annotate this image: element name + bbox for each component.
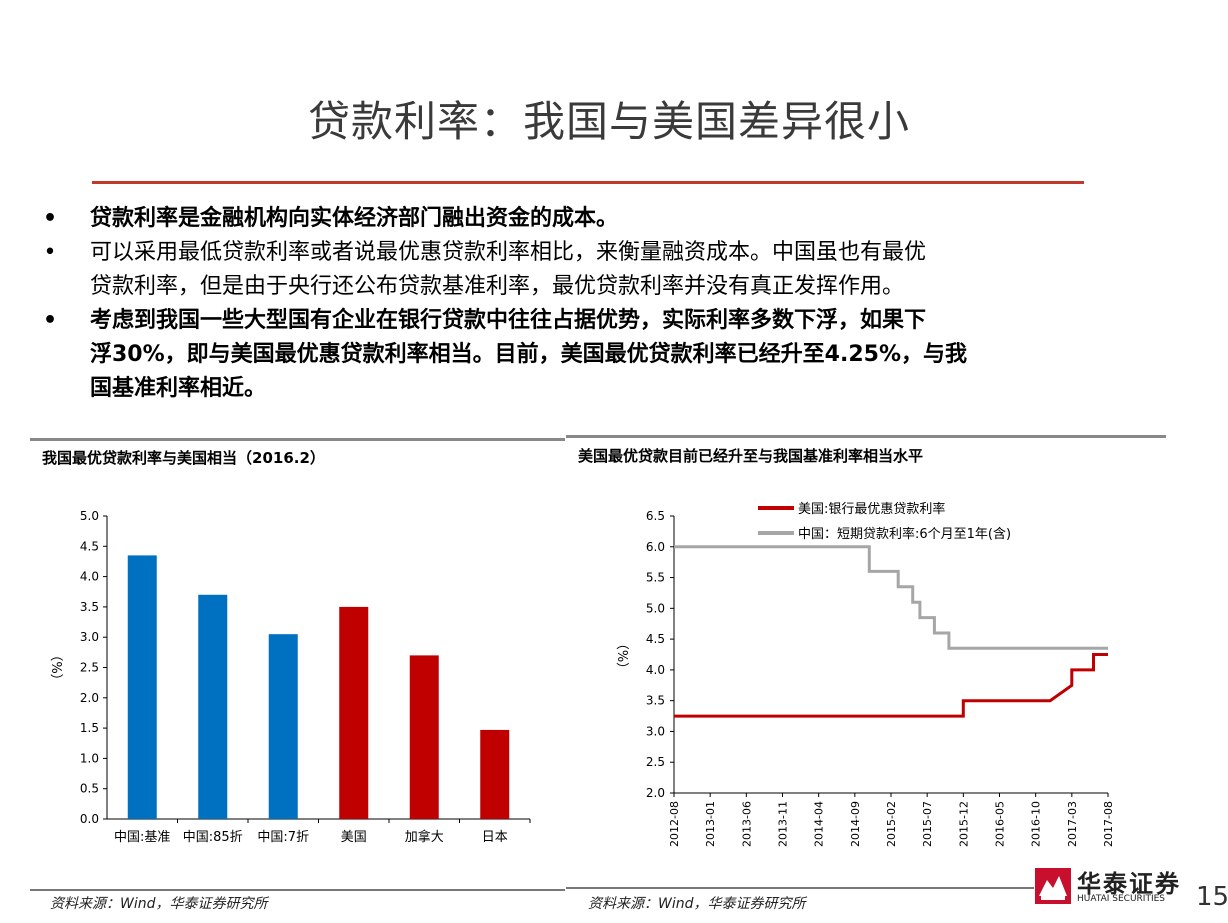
bar-chart: 5.0 4.5 4.0 3.5 3.0 2.5 2.0 1.5 1.0 0.5 0.0 （%） 中国:基… (48, 509, 531, 845)
series-line (674, 545, 1108, 650)
bar (409, 655, 439, 819)
x-tick-label: 2015-02 (885, 801, 898, 847)
y-tick-label: 4.0 (646, 663, 665, 677)
left-panel-title: 我国最优贷款利率与美国相当（2016.2） (42, 449, 325, 467)
x-tick-label: 加拿大 (405, 829, 444, 845)
legend-label: 美国:银行最优惠贷款利率 (798, 501, 945, 517)
x-tick-label: 中国:基准 (114, 830, 170, 845)
x-tick-label: 中国:7折 (257, 830, 309, 845)
bar (198, 594, 228, 819)
bullet-line: 浮30%，即与美国最优惠贷款利率相当。目前，美国最优贷款利率已经升至4.25%，… (90, 342, 967, 367)
x-tick-label: 2016-10 (1030, 801, 1043, 847)
y-tick-label: 6.5 (646, 509, 665, 523)
legend-label: 中国：短期贷款利率:6个月至1年(含) (798, 526, 1011, 542)
y-tick-label: 3.5 (646, 694, 665, 708)
bullet-dot: • (42, 308, 58, 333)
x-tick-label: 日本 (482, 830, 508, 845)
left-panel-source: 资料来源：Wind，华泰证券研究所 (50, 896, 268, 912)
y-tick-label: 1.0 (80, 751, 99, 765)
x-tick-label: 2015-07 (921, 801, 934, 847)
y-tick-label: 1.5 (80, 721, 99, 735)
bar (480, 729, 510, 819)
logo-subtitle: HUATAI SECURITIES (1077, 894, 1166, 904)
right-panel-top-rule (566, 435, 1166, 438)
x-tick-label: 美国 (341, 830, 367, 845)
bar (339, 606, 369, 819)
y-tick-label: 5.5 (646, 571, 665, 585)
logo-name: 华泰证券 (1077, 870, 1181, 898)
x-tick-label: 2013-06 (740, 801, 753, 847)
x-tick-label: 2015-12 (957, 801, 970, 847)
left-panel-top-rule (30, 438, 565, 441)
bullet-line: 贷款利率，但是由于央行还公布贷款基准利率，最优贷款利率并没有真正发挥作用。 (90, 274, 905, 299)
y-axis-label: （%） (48, 648, 63, 686)
y-tick-label: 4.5 (80, 539, 99, 553)
bullet-list: • 贷款利率是金融机构向实体经济部门融出资金的成本。 • 可以采用最低贷款利率或者说最… (40, 202, 1150, 406)
y-tick-label: 4.0 (80, 570, 99, 584)
x-tick-label: 2014-09 (849, 801, 862, 847)
x-tick-label: 中国:85折 (183, 830, 243, 845)
right-panel-title: 美国最优贷款目前已经升至与我国基准利率相当水平 (578, 447, 924, 465)
slide-title: 贷款利率：我国与美国差异很小 (307, 97, 910, 146)
y-tick-label: 2.5 (80, 661, 99, 675)
x-tick-label: 2012-08 (668, 801, 681, 847)
bullet-dot: • (42, 206, 58, 231)
bullet-item: • 可以采用最低贷款利率或者说最优惠贷款利率相比，来衡量融资成本。中国虽也有最优贷… (40, 236, 1150, 304)
line-chart: 6.5 6.0 5.5 5.0 4.5 4.0 3.5 3.0 2.5 2.0 （%） 2012-08… (614, 501, 1115, 847)
left-panel-bottom-rule (30, 889, 565, 891)
y-tick-label: 0.0 (80, 812, 99, 826)
bullet-item: • 贷款利率是金融机构向实体经济部门融出资金的成本。 (40, 202, 1150, 236)
x-tick-label: 2013-01 (704, 801, 717, 847)
x-tick-label: 2013-11 (777, 801, 790, 847)
x-tick-label: 2017-03 (1066, 801, 1079, 847)
x-tick-label: 2014-04 (813, 801, 826, 847)
huatai-logo: 华泰证券 HUATAI SECURITIES (1033, 864, 1193, 908)
x-tick-label: 2017-08 (1102, 801, 1115, 847)
y-tick-label: 0.5 (80, 782, 99, 796)
bar (268, 634, 298, 819)
y-tick-label: 2.0 (646, 786, 665, 800)
x-tick-label: 2016-05 (994, 801, 1007, 847)
series-line (674, 653, 1108, 718)
y-tick-label: 3.5 (80, 600, 99, 614)
bullet-dot: • (43, 240, 57, 265)
title-divider (92, 181, 1084, 184)
bullet-item: • 考虑到我国一些大型国有企业在银行贷款中往往占据优势，实际利率多数下浮，如果下浮… (40, 304, 1150, 406)
y-tick-label: 6.0 (646, 540, 665, 554)
bullet-line: 考虑到我国一些大型国有企业在银行贷款中往往占据优势，实际利率多数下浮，如果下 (90, 308, 927, 333)
y-tick-label: 3.0 (80, 630, 99, 644)
y-tick-label: 4.5 (646, 632, 665, 646)
y-tick-label: 2.5 (646, 755, 665, 769)
right-panel-source: 资料来源：Wind，华泰证券研究所 (588, 896, 806, 912)
bar (127, 555, 157, 819)
y-tick-label: 5.0 (80, 509, 99, 523)
y-tick-label: 5.0 (646, 601, 665, 615)
right-panel-bottom-rule (566, 887, 1034, 889)
bullet-line: 可以采用最低贷款利率或者说最优惠贷款利率相比，来衡量融资成本。中国虽也有最优 (90, 240, 927, 265)
logo-mark-icon (1035, 868, 1071, 904)
y-tick-label: 3.0 (646, 724, 665, 738)
y-tick-label: 2.0 (80, 691, 99, 705)
page-number: 15 (1196, 882, 1228, 912)
y-axis-label: （%） (614, 637, 629, 675)
bullet-line: 国基准利率相近。 (90, 376, 267, 401)
bullet-line: 贷款利率是金融机构向实体经济部门融出资金的成本。 (90, 206, 619, 231)
